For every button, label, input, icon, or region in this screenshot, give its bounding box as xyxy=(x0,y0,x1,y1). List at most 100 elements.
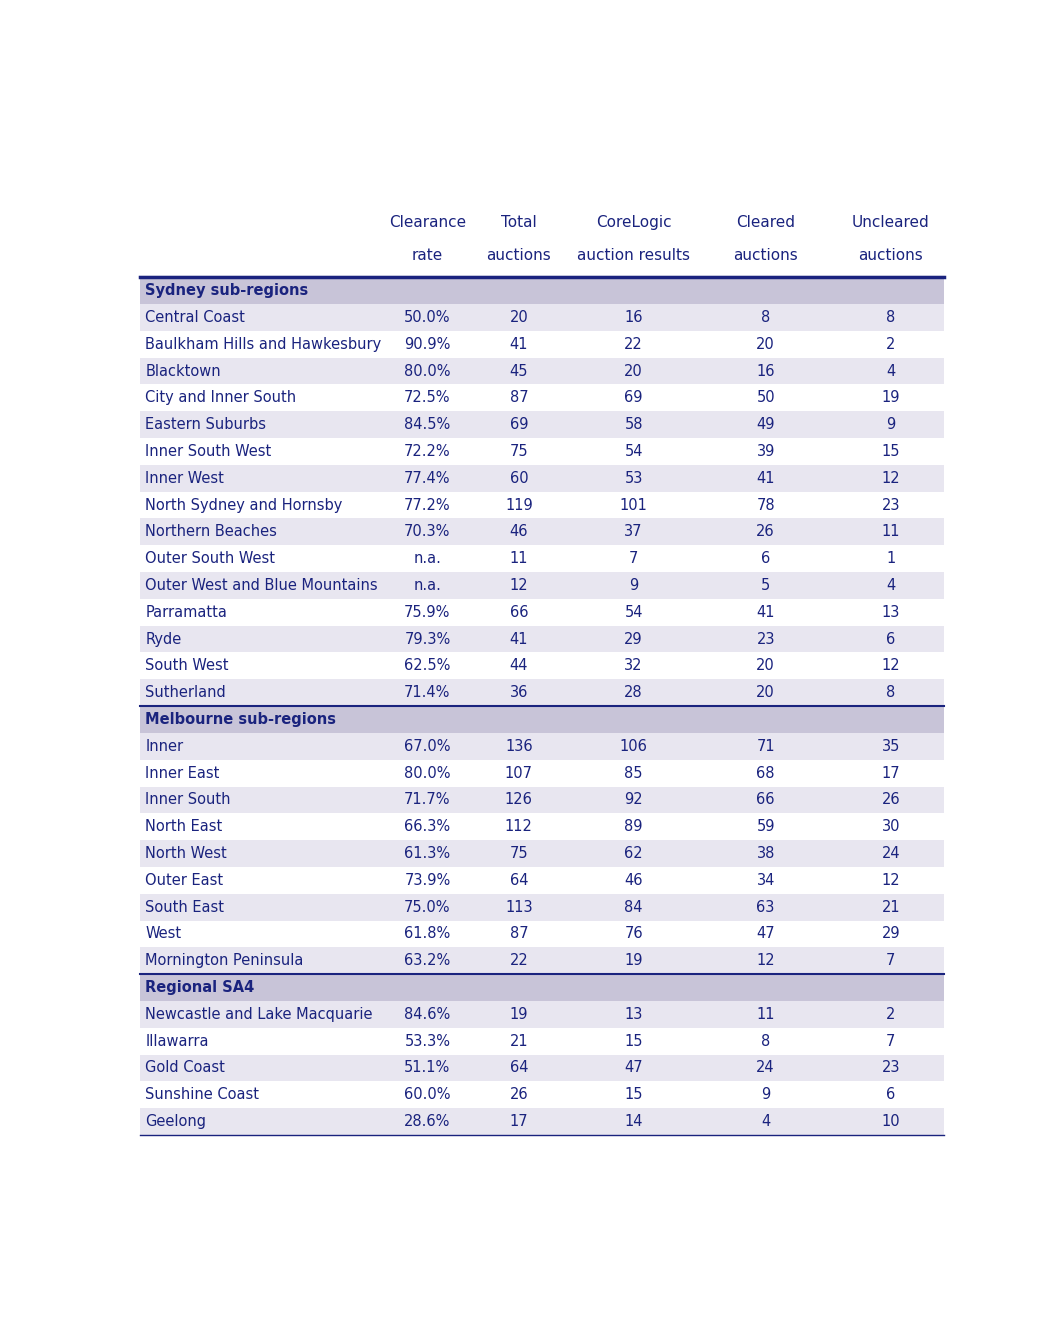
Text: 41: 41 xyxy=(510,336,528,352)
Text: auction results: auction results xyxy=(578,248,690,264)
Text: Outer West and Blue Mountains: Outer West and Blue Mountains xyxy=(145,578,378,593)
Text: South West: South West xyxy=(145,659,229,674)
Text: 50: 50 xyxy=(756,390,774,406)
Text: 20: 20 xyxy=(510,309,528,325)
Text: 75.0%: 75.0% xyxy=(404,900,451,915)
Text: Cleared: Cleared xyxy=(736,216,796,230)
Text: 4: 4 xyxy=(761,1114,770,1129)
Text: 26: 26 xyxy=(510,1087,528,1102)
Text: 77.2%: 77.2% xyxy=(404,498,451,513)
Text: 12: 12 xyxy=(881,471,900,486)
Text: Total: Total xyxy=(501,216,536,230)
Text: Clearance: Clearance xyxy=(389,216,466,230)
Text: Regional SA4: Regional SA4 xyxy=(145,980,255,995)
Text: 13: 13 xyxy=(624,1007,643,1022)
Text: 80.0%: 80.0% xyxy=(404,766,451,781)
Text: 35: 35 xyxy=(881,739,900,754)
Text: 32: 32 xyxy=(624,659,643,674)
Text: 1: 1 xyxy=(887,552,895,566)
Text: 8: 8 xyxy=(761,309,770,325)
Bar xyxy=(141,948,944,975)
Text: North Sydney and Hornsby: North Sydney and Hornsby xyxy=(145,498,343,513)
Text: 62.5%: 62.5% xyxy=(404,659,451,674)
Text: 38: 38 xyxy=(756,846,774,861)
Text: 23: 23 xyxy=(881,498,900,513)
Text: Baulkham Hills and Hawkesbury: Baulkham Hills and Hawkesbury xyxy=(145,336,382,352)
Bar xyxy=(141,491,944,518)
Text: 59: 59 xyxy=(756,819,774,834)
Text: Inner South: Inner South xyxy=(145,793,231,807)
Text: 2: 2 xyxy=(886,336,895,352)
Text: 78: 78 xyxy=(756,498,774,513)
Text: 60: 60 xyxy=(510,471,528,486)
Text: 73.9%: 73.9% xyxy=(404,873,451,888)
Text: City and Inner South: City and Inner South xyxy=(145,390,296,406)
Text: Uncleared: Uncleared xyxy=(852,216,930,230)
Text: 23: 23 xyxy=(881,1060,900,1075)
Text: 5: 5 xyxy=(761,578,770,593)
Text: 20: 20 xyxy=(756,336,776,352)
Bar xyxy=(141,518,944,545)
Text: Mornington Peninsula: Mornington Peninsula xyxy=(145,953,304,968)
Text: 80.0%: 80.0% xyxy=(404,363,451,379)
Text: 53: 53 xyxy=(624,471,643,486)
Text: 51.1%: 51.1% xyxy=(404,1060,451,1075)
Text: 47: 47 xyxy=(756,927,774,941)
Text: 45: 45 xyxy=(510,363,528,379)
Text: Parramatta: Parramatta xyxy=(145,605,227,620)
Text: 46: 46 xyxy=(624,873,643,888)
Text: North East: North East xyxy=(145,819,222,834)
Text: 21: 21 xyxy=(510,1034,528,1048)
Text: 20: 20 xyxy=(624,363,643,379)
Text: 113: 113 xyxy=(505,900,532,915)
Text: 92: 92 xyxy=(624,793,643,807)
Text: 12: 12 xyxy=(881,659,900,674)
Text: 12: 12 xyxy=(881,873,900,888)
Text: rate: rate xyxy=(412,248,443,264)
Text: 87: 87 xyxy=(510,927,528,941)
Text: 34: 34 xyxy=(756,873,774,888)
Bar xyxy=(141,920,944,948)
Bar xyxy=(141,277,944,304)
Text: 11: 11 xyxy=(510,552,528,566)
Text: 66: 66 xyxy=(510,605,528,620)
Text: 7: 7 xyxy=(628,552,638,566)
Text: 6: 6 xyxy=(761,552,770,566)
Text: 61.3%: 61.3% xyxy=(404,846,451,861)
Text: 41: 41 xyxy=(756,471,774,486)
Text: Outer East: Outer East xyxy=(145,873,223,888)
Bar xyxy=(141,599,944,625)
Text: 10: 10 xyxy=(881,1114,900,1129)
Text: 119: 119 xyxy=(505,498,533,513)
Text: 19: 19 xyxy=(881,390,900,406)
Bar xyxy=(141,786,944,813)
Bar xyxy=(141,411,944,438)
Bar xyxy=(141,866,944,893)
Bar xyxy=(141,652,944,679)
Text: 39: 39 xyxy=(756,445,774,459)
Text: 37: 37 xyxy=(624,525,643,540)
Text: 4: 4 xyxy=(887,363,895,379)
Text: 49: 49 xyxy=(756,418,774,432)
Text: n.a.: n.a. xyxy=(414,552,441,566)
Text: 47: 47 xyxy=(624,1060,643,1075)
Text: 87: 87 xyxy=(510,390,528,406)
Text: 22: 22 xyxy=(624,336,643,352)
Text: 24: 24 xyxy=(881,846,900,861)
Text: 8: 8 xyxy=(761,1034,770,1048)
Text: Sutherland: Sutherland xyxy=(145,686,226,700)
Text: 28.6%: 28.6% xyxy=(404,1114,451,1129)
Text: 66.3%: 66.3% xyxy=(404,819,451,834)
Bar xyxy=(141,358,944,384)
Text: 67.0%: 67.0% xyxy=(404,739,451,754)
Text: 71.7%: 71.7% xyxy=(404,793,451,807)
Text: 8: 8 xyxy=(887,309,895,325)
Text: 30: 30 xyxy=(881,819,900,834)
Text: 29: 29 xyxy=(881,927,900,941)
Text: 41: 41 xyxy=(756,605,774,620)
Text: 26: 26 xyxy=(881,793,900,807)
Text: 53.3%: 53.3% xyxy=(404,1034,451,1048)
Text: 16: 16 xyxy=(624,309,643,325)
Text: 11: 11 xyxy=(881,525,900,540)
Text: 7: 7 xyxy=(886,953,895,968)
